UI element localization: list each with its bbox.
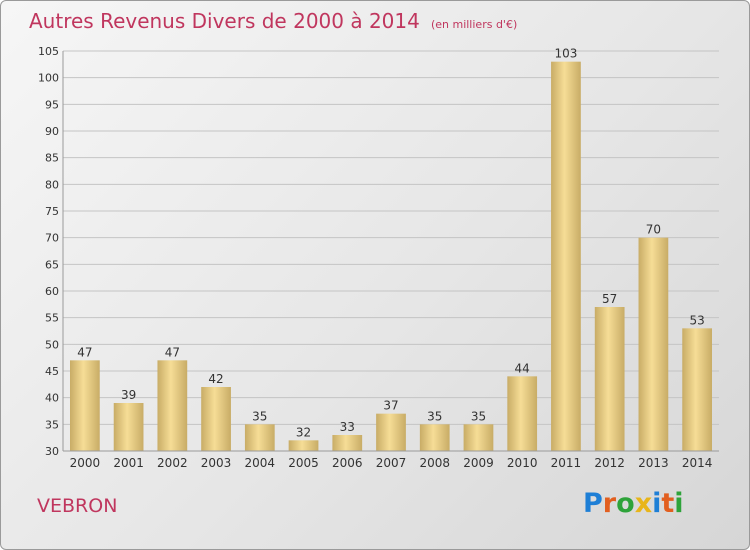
logo-letter: P: [583, 488, 603, 519]
logo-letter: i: [674, 488, 684, 519]
data-label: 33: [340, 420, 355, 434]
y-tick-label: 65: [45, 258, 59, 271]
commune-name: VEBRON: [37, 495, 118, 517]
y-tick-label: 95: [45, 98, 59, 111]
data-label: 44: [515, 361, 530, 375]
data-label: 42: [208, 372, 223, 386]
x-tick-label: 2013: [638, 456, 669, 470]
bar-2003: [201, 387, 231, 451]
y-tick-label: 35: [45, 418, 59, 431]
bar-2012: [594, 307, 625, 451]
x-tick-label: 2008: [419, 456, 450, 470]
bar-2002: [157, 360, 188, 451]
data-label: 39: [121, 388, 136, 402]
x-tick-label: 2001: [113, 456, 144, 470]
bars: [69, 61, 713, 452]
bar-2008: [419, 424, 450, 451]
data-label: 53: [689, 313, 704, 327]
x-tick-label: 2003: [201, 456, 232, 470]
bar-2009: [463, 424, 494, 451]
y-tick-label: 30: [45, 445, 59, 458]
x-tick-label: 2011: [551, 456, 582, 470]
x-tick-label: 2005: [288, 456, 319, 470]
x-tick-label: 2004: [245, 456, 276, 470]
y-tick-label: 50: [45, 338, 59, 351]
x-tick-label: 2000: [70, 456, 101, 470]
y-tick-label: 80: [45, 178, 59, 191]
y-tick-label: 55: [45, 312, 59, 325]
bar-2013: [638, 237, 669, 451]
data-label: 32: [296, 425, 311, 439]
x-tick-label: 2014: [682, 456, 713, 470]
y-tick-label: 45: [45, 365, 59, 378]
x-axis: 2000 2001 2002 2003 2004 2005 2006 2007 2008 2009…: [63, 450, 719, 470]
y-tick-label: 100: [38, 72, 59, 85]
data-label: 57: [602, 292, 617, 306]
x-tick-label: 2007: [376, 456, 407, 470]
proxiti-logo[interactable]: Proxiti: [583, 488, 684, 519]
x-tick-label: 2009: [463, 456, 494, 470]
bar-2007: [376, 413, 406, 451]
y-tick-label: 70: [45, 232, 59, 245]
data-label: 35: [252, 409, 267, 423]
chart-title: Autres Revenus Divers de 2000 à 2014: [29, 9, 420, 33]
bar-2000: [69, 360, 100, 451]
logo-letter: x: [634, 488, 653, 519]
y-axis: 30 35 40 45 50 55 60 65 70 75 80 85 90 95 100 105: [38, 45, 64, 458]
x-tick-label: 2002: [157, 456, 188, 470]
x-tick-label: 2010: [507, 456, 538, 470]
x-tick-label: 2006: [332, 456, 363, 470]
y-tick-label: 105: [38, 45, 59, 58]
bar-2004: [244, 424, 275, 451]
data-label: 47: [165, 345, 180, 359]
bar-2006: [332, 435, 363, 451]
bar-2010: [507, 376, 538, 451]
bar-2011: [551, 61, 581, 452]
y-tick-label: 85: [45, 152, 59, 165]
logo-letter: r: [602, 488, 617, 519]
x-tick-label: 2012: [594, 456, 625, 470]
data-labels: 47 39 47 42 35 32 33 37 35 35 44 103 57 70 53: [77, 47, 705, 440]
data-label: 47: [77, 345, 92, 359]
bar-2014: [682, 328, 713, 451]
y-tick-label: 60: [45, 285, 59, 298]
chart-unit: (en milliers d'€): [430, 18, 518, 31]
data-label: 103: [554, 47, 577, 61]
logo-letter: o: [616, 488, 635, 519]
y-tick-label: 75: [45, 205, 59, 218]
bar-2005: [288, 440, 319, 451]
title-row: Autres Revenus Divers de 2000 à 2014 (en…: [29, 9, 517, 33]
logo-letter: i: [652, 488, 662, 519]
data-label: 35: [427, 409, 442, 423]
bar-2001: [113, 403, 144, 451]
y-tick-label: 90: [45, 125, 59, 138]
logo-letter: t: [661, 488, 675, 519]
data-label: 35: [471, 409, 486, 423]
data-label: 37: [383, 399, 398, 413]
data-label: 70: [646, 223, 661, 237]
y-tick-label: 40: [45, 392, 59, 405]
